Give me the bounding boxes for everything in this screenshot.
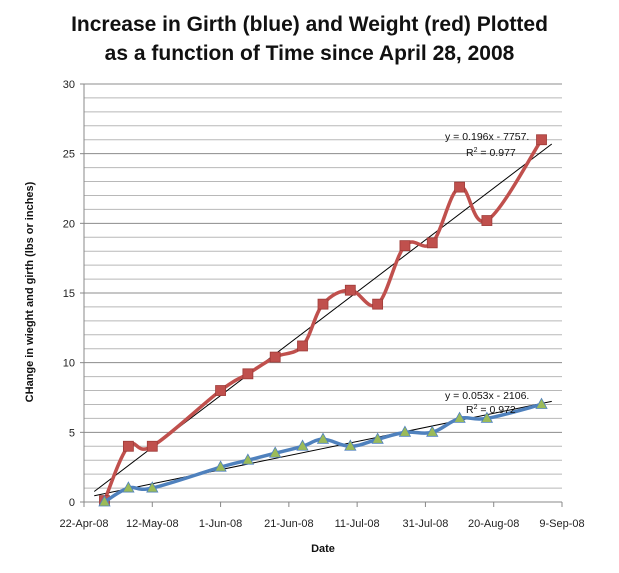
weight-point bbox=[481, 215, 493, 226]
gridlines bbox=[84, 83, 562, 503]
weight-trendline-r2: R2 = 0.977 bbox=[466, 147, 516, 159]
axes bbox=[80, 83, 563, 507]
weight-point bbox=[454, 181, 465, 193]
weight-point bbox=[122, 440, 134, 452]
weight-point bbox=[372, 298, 384, 310]
girth-point bbox=[316, 432, 330, 444]
weight-point bbox=[399, 240, 411, 252]
girth-series-line bbox=[103, 402, 542, 504]
girth-point bbox=[453, 411, 466, 423]
x-tick-label: 12-May-08 bbox=[126, 518, 179, 530]
girth-point bbox=[426, 425, 439, 437]
weight-trendline-equation: y = 0.196x - 7757. bbox=[445, 131, 529, 143]
girth-point bbox=[398, 425, 412, 437]
weight-point bbox=[344, 284, 356, 296]
x-tick-label: 9-Sep-08 bbox=[539, 518, 584, 530]
girth-point bbox=[480, 411, 494, 423]
y-tick-label: 25 bbox=[63, 149, 75, 161]
weight-point bbox=[426, 237, 438, 249]
y-tick-label: 20 bbox=[63, 218, 75, 230]
weight-point bbox=[215, 385, 226, 396]
x-axis-title: Date bbox=[311, 543, 335, 555]
weight-point bbox=[536, 134, 547, 146]
x-tick-label: 11-Jul-08 bbox=[335, 518, 380, 530]
x-tick-label: 21-Jun-08 bbox=[264, 518, 314, 530]
y-tick-label: 10 bbox=[63, 358, 75, 370]
y-axis-title: CHange in wieght and girth (lbs or inche… bbox=[24, 181, 36, 402]
girth-point bbox=[269, 446, 282, 458]
girth-point bbox=[214, 460, 227, 472]
weight-point bbox=[269, 351, 281, 363]
y-tick-label: 0 bbox=[69, 497, 75, 509]
girth-trendline-equation: y = 0.053x - 2106. bbox=[445, 390, 529, 402]
y-tick-label: 30 bbox=[63, 79, 75, 91]
y-tick-label: 5 bbox=[69, 427, 75, 439]
chart-title-line-1: Increase in Girth (blue) and Weight (red… bbox=[71, 13, 548, 36]
girth-point bbox=[241, 453, 255, 465]
x-tick-label: 1-Jun-08 bbox=[199, 518, 242, 530]
girth-trendline bbox=[94, 400, 552, 497]
x-tick-label: 22-Apr-08 bbox=[60, 518, 109, 530]
girth-point bbox=[296, 439, 309, 451]
girth-point bbox=[146, 481, 159, 493]
chart-title: Increase in Girth (blue) and Weight (red… bbox=[0, 10, 619, 68]
data-series bbox=[98, 134, 548, 507]
weight-point bbox=[146, 440, 158, 452]
chart-title-line-2: as a function of Time since April 28, 20… bbox=[104, 42, 515, 65]
x-tick-label: 20-Aug-08 bbox=[468, 518, 519, 530]
y-tick-label: 15 bbox=[63, 288, 75, 300]
weight-point bbox=[297, 340, 308, 352]
girth-point bbox=[122, 481, 135, 493]
girth-point bbox=[371, 432, 384, 444]
x-tick-label: 31-Jul-08 bbox=[402, 518, 448, 530]
weight-point bbox=[317, 298, 329, 310]
girth-point bbox=[344, 439, 357, 451]
weight-point bbox=[242, 368, 254, 380]
girth-point bbox=[98, 495, 111, 507]
tick-labels: 0 5 10 15 20 25 30 22-Apr-08 12-May-08 1-Jun-08 21… bbox=[60, 79, 585, 530]
girth-point bbox=[535, 397, 548, 409]
girth-trendline-r2: R2 = 0.972 bbox=[466, 404, 516, 416]
